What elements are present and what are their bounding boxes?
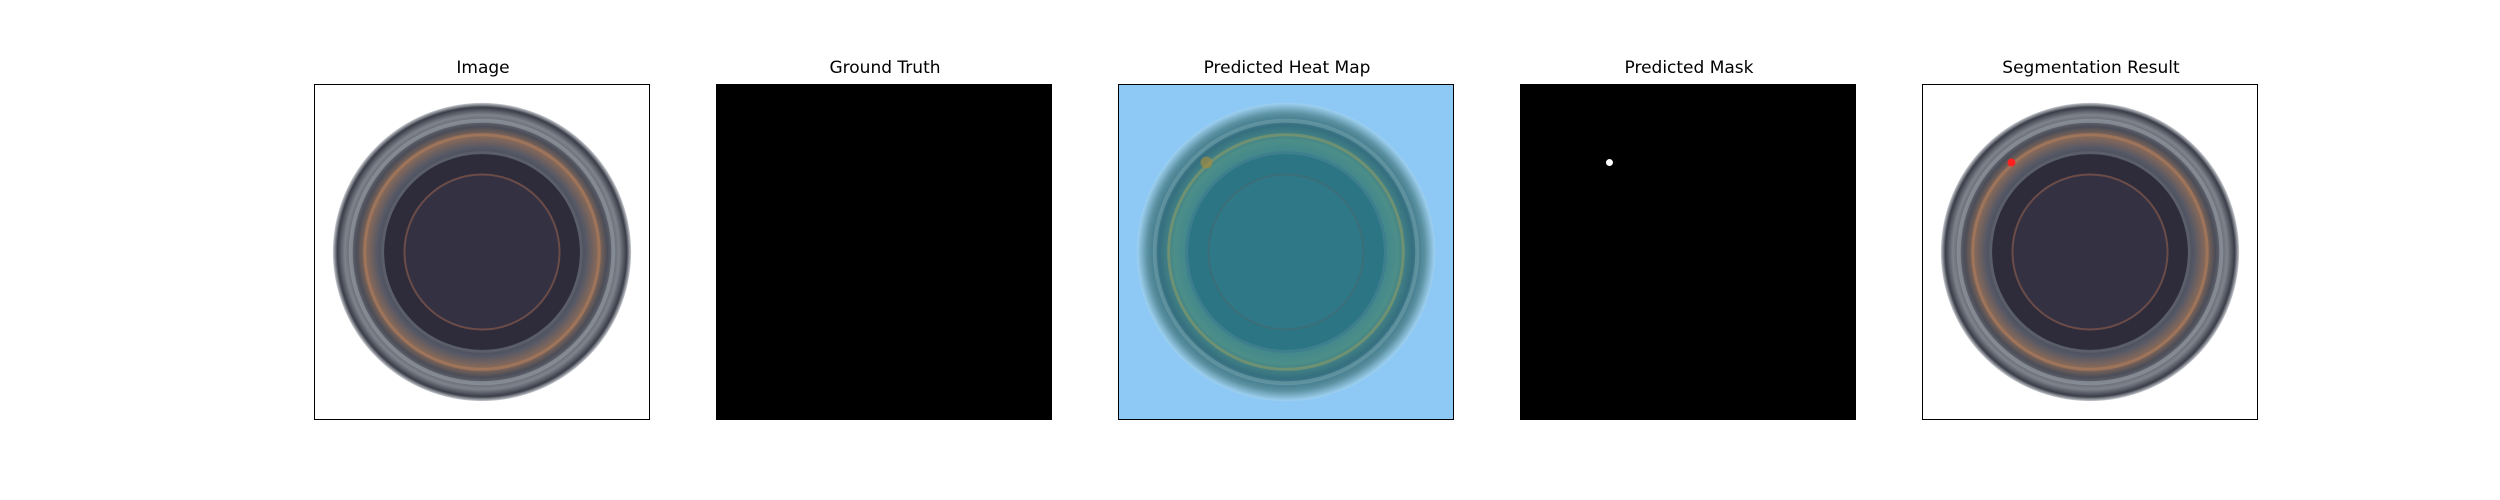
segmentation-panel	[1922, 84, 2258, 420]
ground-truth-panel	[716, 84, 1052, 420]
predicted-defect-spot	[1605, 159, 1613, 167]
predicted-mask-panel	[1520, 84, 1856, 420]
ground-truth-panel-title: Ground Truth	[829, 58, 941, 78]
bottle-bottom-image	[332, 102, 632, 402]
segmentation-panel-title: Segmentation Result	[2002, 58, 2180, 78]
heatmap-image	[1119, 85, 1453, 419]
predicted-mask-panel-title: Predicted Mask	[1624, 58, 1754, 78]
predicted-mask-image	[1521, 85, 1855, 419]
image-panel	[314, 84, 650, 420]
segmentation-defect-marker	[2007, 158, 2016, 167]
segmentation-result-image	[1940, 102, 2240, 402]
image-panel-title: Image	[456, 58, 510, 78]
heatmap-panel	[1118, 84, 1454, 420]
heatmap-panel-title: Predicted Heat Map	[1203, 58, 1371, 78]
